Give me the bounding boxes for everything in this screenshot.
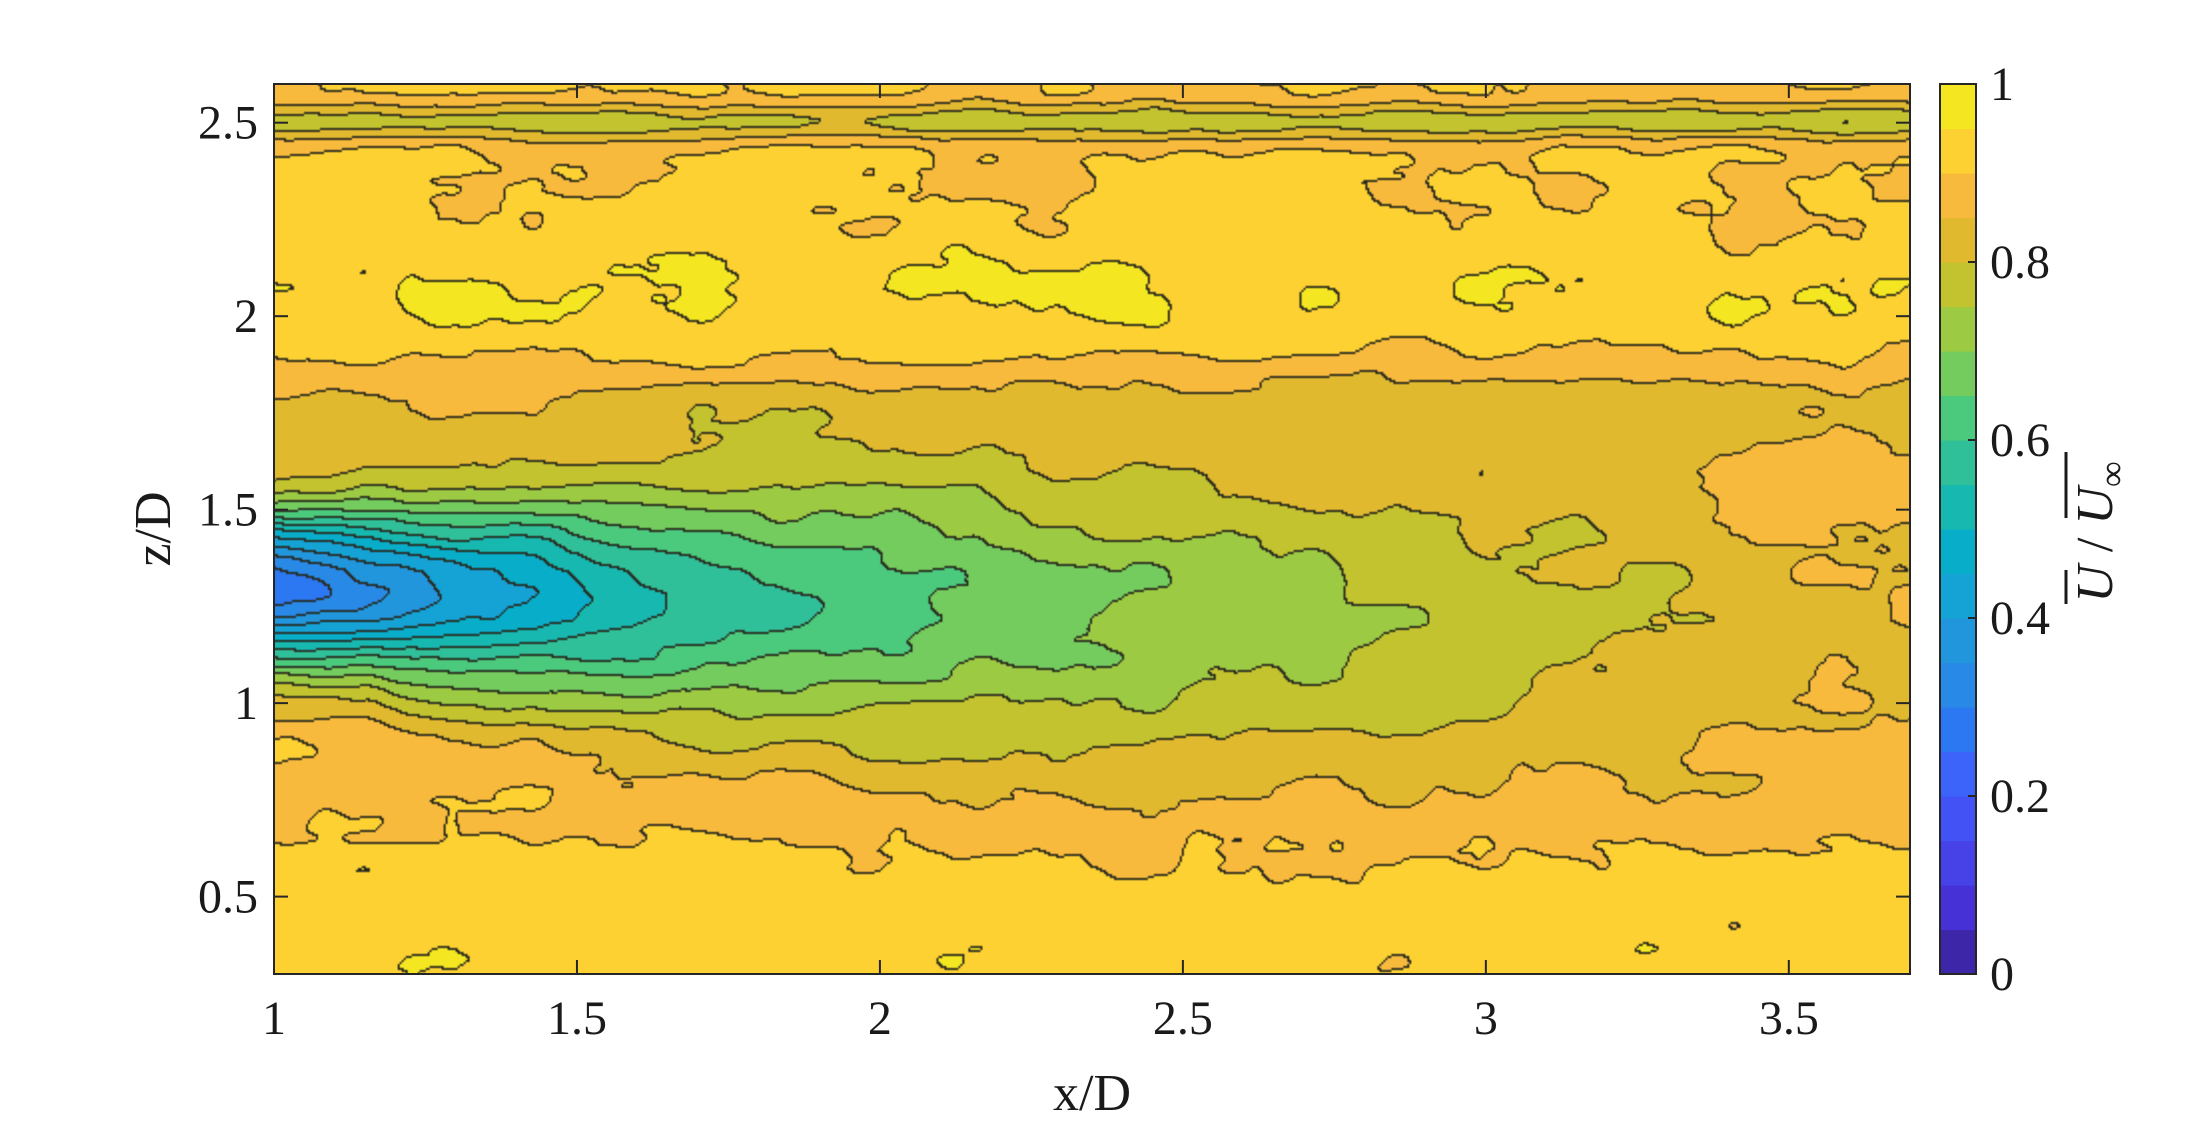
plot-frame xyxy=(273,83,1911,975)
svg-text:U / U∞: U / U∞ xyxy=(2067,461,2132,602)
colorbar-swatch xyxy=(1940,217,1976,263)
colorbar-swatch xyxy=(1940,173,1976,219)
x-tick-label: 1.5 xyxy=(547,992,607,1045)
colorbar-swatch xyxy=(1940,929,1976,975)
y-tick-label: 0.5 xyxy=(198,871,258,924)
colorbar xyxy=(1939,83,1977,975)
colorbar-label-denominator: U xyxy=(2067,484,2124,525)
colorbar-swatch xyxy=(1940,395,1976,441)
colorbar-tick-label: 0.8 xyxy=(1990,236,2050,289)
colorbar-swatch xyxy=(1940,306,1976,352)
y-axis: 0.5 1 1.5 2 2.5 xyxy=(198,97,1910,924)
colorbar-tick-label: 1 xyxy=(1990,58,2014,111)
plot-area xyxy=(274,84,1910,974)
x-tick-label: 3.5 xyxy=(1759,992,1819,1045)
contour-field xyxy=(274,84,1910,974)
colorbar-swatch xyxy=(1940,529,1976,575)
y-axis-label: z/D xyxy=(125,491,182,566)
colorbar-swatch xyxy=(1940,262,1976,308)
x-tick-label: 2 xyxy=(868,992,892,1045)
colorbar-swatch xyxy=(1940,707,1976,753)
colorbar-swatch xyxy=(1940,885,1976,931)
x-tick-label: 1 xyxy=(262,992,286,1045)
colorbar-swatch xyxy=(1940,618,1976,664)
colorbar-tick-label: 0.2 xyxy=(1990,770,2050,823)
colorbar-swatch xyxy=(1940,796,1976,842)
colorbar-swatch xyxy=(1940,351,1976,397)
colorbar-axis: 0 0.2 0.4 0.6 0.8 1 xyxy=(1968,58,2050,1001)
colorbar-swatch xyxy=(1940,751,1976,797)
colorbar-swatch xyxy=(1940,128,1976,174)
colorbar-swatch xyxy=(1940,84,1976,130)
x-axis-label: x/D xyxy=(1053,1065,1131,1120)
y-tick-label: 2 xyxy=(234,290,258,343)
y-tick-label: 1.5 xyxy=(198,484,258,537)
x-tick-label: 3 xyxy=(1474,992,1498,1045)
colorbar-swatch xyxy=(1940,484,1976,530)
colorbar-frame xyxy=(1939,83,1977,975)
x-tick-label: 2.5 xyxy=(1153,992,1213,1045)
colorbar-tick-label: 0.4 xyxy=(1990,592,2050,645)
colorbar-tick-label: 0 xyxy=(1990,948,2014,1001)
colorbar-swatch xyxy=(1940,840,1976,886)
colorbar-label-subscript: ∞ xyxy=(2092,461,2132,487)
colorbar-label-numerator: U xyxy=(2067,562,2124,603)
y-tick-label: 1 xyxy=(234,677,258,730)
colorbar-swatch xyxy=(1940,662,1976,708)
y-tick-label: 2.5 xyxy=(198,97,258,150)
colorbar-swatch xyxy=(1940,573,1976,619)
x-axis: 1 1.5 2 2.5 3 3.5 xyxy=(262,84,1819,1045)
colorbar-swatch xyxy=(1940,440,1976,486)
colorbar-label: U / U∞ xyxy=(2064,452,2132,604)
colorbar-tick-label: 0.6 xyxy=(1990,414,2050,467)
